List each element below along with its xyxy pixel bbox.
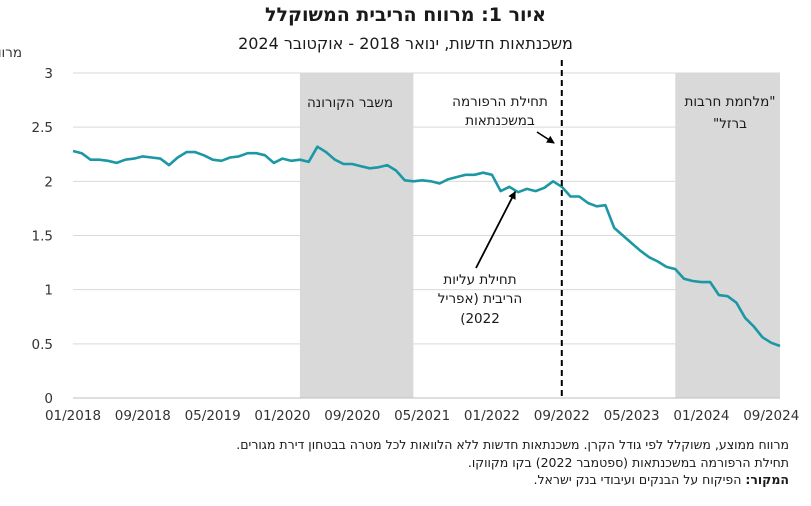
war-label: "מלחמת חרבות <box>685 94 776 110</box>
y-tick-label: 2.5 <box>32 120 53 136</box>
rate-hike-label: תחילת עליות <box>443 272 516 288</box>
reform-arrow <box>536 131 555 144</box>
war-label: ברזל" <box>713 116 747 132</box>
corona-label: משבר הקורונה <box>307 95 393 111</box>
note-line-2: תחילת הרפורמה במשכנתאות (ספטמבר 2022) בק… <box>467 454 789 470</box>
x-tick-label: 09/2022 <box>534 408 590 424</box>
x-tick-label: 09/2018 <box>115 408 171 424</box>
x-tick-label: 01/2020 <box>254 408 310 424</box>
x-tick-label: 05/2021 <box>394 408 450 424</box>
rate-hike-label: (2022 <box>460 311 500 327</box>
y-tick-label: 1 <box>44 283 53 299</box>
x-tick-label: 01/2024 <box>673 408 729 424</box>
chart-title: איור 1: מרווח הריבית המשוקלל <box>265 4 546 26</box>
chart-notes: מרווח ממוצע, משוקלל לפי גודל הקרן. משכנת… <box>29 436 789 489</box>
y-tick-label: 1.5 <box>32 229 53 245</box>
source-label: המקור: <box>745 472 789 487</box>
source-line: המקור: הפיקוח על הבנקים ועיבודי בנק ישרא… <box>29 471 789 489</box>
rate-hike-label: הריבית (אפריל <box>438 291 522 307</box>
y-tick-label: 0 <box>44 391 53 407</box>
line-chart: 0 0.5 1 1.5 2 2.5 3 01/2018 09/2018 05/2019 01/202… <box>0 45 799 424</box>
y-tick-label: 2 <box>44 174 53 190</box>
series-line <box>72 145 781 348</box>
rate-hike-arrow <box>475 190 516 269</box>
y-axis-label: מרווח (%) <box>0 45 22 61</box>
y-tick-label: 0.5 <box>32 337 53 353</box>
x-tick-label: 09/2020 <box>324 408 380 424</box>
note-line-1: מרווח ממוצע, משוקלל לפי גודל הקרן. משכנת… <box>236 437 789 452</box>
y-tick-label: 3 <box>44 66 53 82</box>
chart-subtitle: משכנתאות חדשות, ינואר 2018 - אוקטובר 202… <box>238 34 573 53</box>
source-text: הפיקוח על הבנקים ועיבודי בנק ישראל. <box>533 472 746 487</box>
x-tick-label: 01/2022 <box>464 408 520 424</box>
x-tick-label: 05/2019 <box>185 408 241 424</box>
x-tick-label: 05/2023 <box>604 408 660 424</box>
x-tick-label: 01/2018 <box>45 408 101 424</box>
reform-label: תחילת הרפורמה <box>452 94 548 110</box>
x-tick-label: 09/2024 <box>743 408 799 424</box>
reform-label: במשכנתאות <box>465 113 535 129</box>
